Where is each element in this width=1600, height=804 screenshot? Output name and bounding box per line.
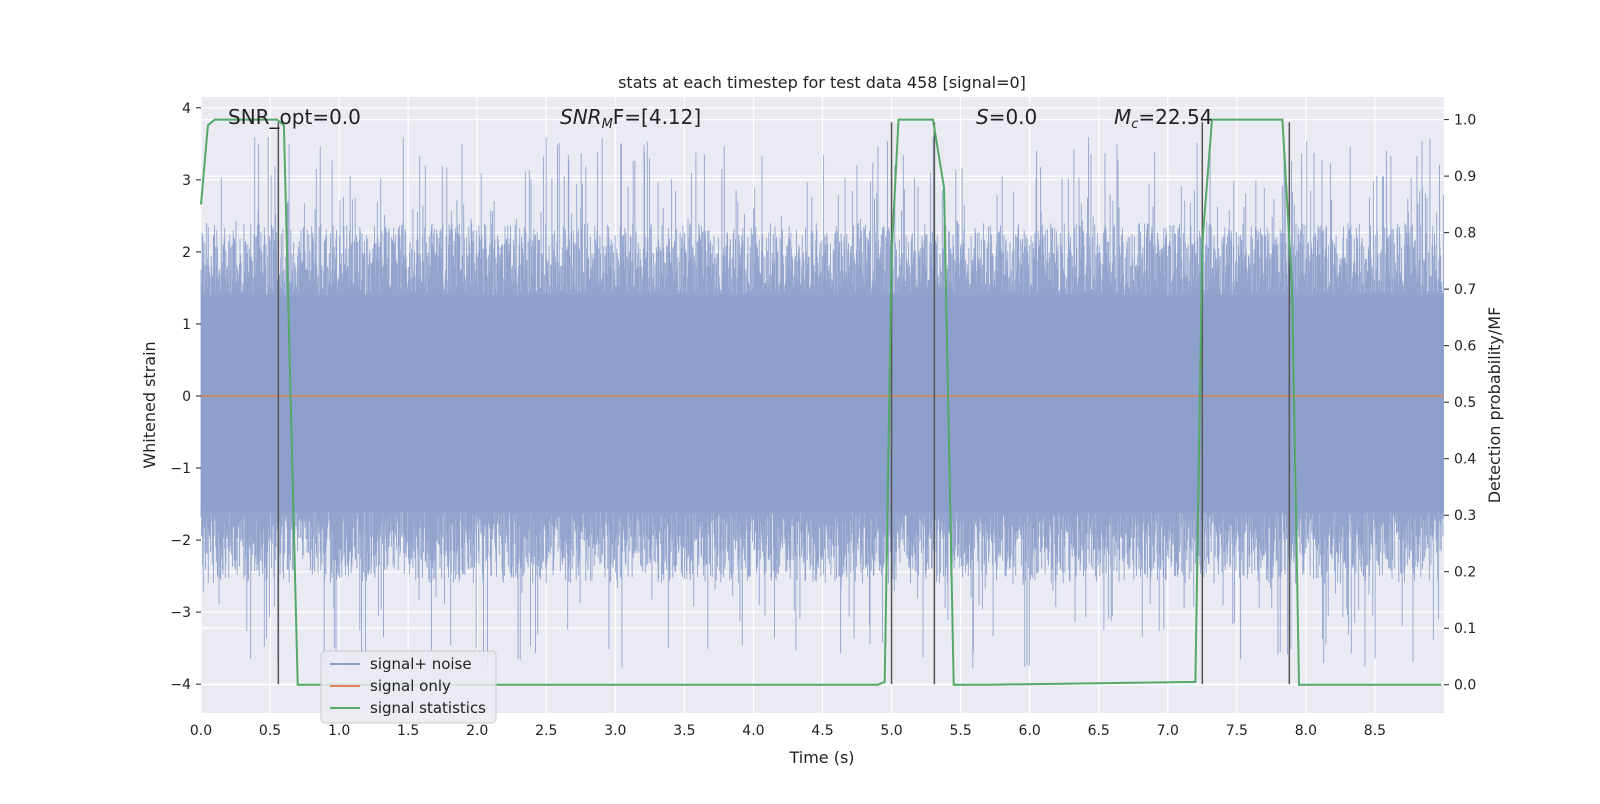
mc-italic: M — [1114, 105, 1131, 129]
mc-rest: =22.54 — [1138, 105, 1212, 129]
x-axis-label: Time (s) — [788, 748, 854, 767]
legend-box — [320, 650, 497, 724]
legend: signal+ noise signal only signal statist… — [320, 650, 497, 724]
y2-tick-label: 0.7 — [1454, 282, 1476, 298]
x-tick-label: 0.0 — [190, 723, 212, 739]
y-axis-ticks: 4 3 2 1 0 −1 −2 −3 −4 — [170, 101, 201, 693]
y-tick-label: 2 — [182, 245, 191, 261]
y2-tick-label: 0.0 — [1454, 678, 1476, 694]
y2-tick-label: 0.5 — [1454, 395, 1476, 411]
s-annotation: S=0.0 — [976, 105, 1037, 129]
x-tick-label: 5.5 — [949, 723, 971, 739]
y2-tick-label: 0.9 — [1454, 169, 1476, 185]
snr-mf-prefix: SNR — [560, 105, 602, 129]
y-tick-label: −1 — [170, 461, 191, 477]
x-axis-ticks: 0.0 0.5 1.0 1.5 2.0 2.5 3.0 3.5 4.0 4.5 5.0 5.5 6.0 6… — [190, 723, 1386, 739]
y-tick-label: 1 — [182, 317, 191, 333]
x-tick-label: 3.0 — [604, 723, 626, 739]
chart-title: stats at each timestep for test data 458… — [618, 73, 1026, 92]
y2-tick-label: 0.4 — [1454, 452, 1476, 468]
x-tick-label: 8.0 — [1295, 723, 1317, 739]
x-tick-label: 4.5 — [811, 723, 833, 739]
x-tick-label: 5.0 — [880, 723, 902, 739]
x-tick-label: 4.0 — [742, 723, 764, 739]
y2-tick-label: 0.8 — [1454, 226, 1476, 242]
noise-core — [201, 295, 1444, 512]
signal-statistics-series — [200, 118, 1442, 686]
y2-tick-label: 0.1 — [1454, 621, 1476, 637]
x-tick-label: 7.0 — [1157, 723, 1179, 739]
y2-axis-ticks: 1.0 0.9 0.8 0.7 0.6 0.5 0.4 0.3 0.2 0.1 0.0 — [1444, 113, 1476, 694]
signal-noise-series — [200, 136, 1444, 668]
y-axis-label: Whitened strain — [140, 341, 159, 468]
s-rest: =0.0 — [989, 105, 1038, 129]
mc-annotation: Mc=22.54 — [1114, 105, 1212, 132]
snr-mf-suffix: F=[4.12] — [613, 105, 701, 129]
y2-tick-label: 0.3 — [1454, 508, 1476, 524]
x-tick-label: 6.5 — [1088, 723, 1110, 739]
y-tick-label: −2 — [170, 533, 191, 549]
x-tick-label: 3.5 — [673, 723, 695, 739]
x-tick-label: 1.5 — [397, 723, 419, 739]
mc-sub: c — [1131, 117, 1138, 132]
x-tick-label: 8.5 — [1364, 723, 1386, 739]
snr-mf-sub: M — [602, 117, 613, 132]
legend-label-stats: signal statistics — [370, 699, 486, 717]
x-tick-label: 2.0 — [466, 723, 488, 739]
y2-tick-label: 1.0 — [1454, 113, 1476, 129]
y-tick-label: 0 — [182, 389, 191, 405]
y2-tick-label: 0.2 — [1454, 565, 1476, 581]
y2-axis-label: Detection probability/MF — [1485, 307, 1504, 504]
y-tick-label: 4 — [182, 101, 191, 117]
s-italic: S — [976, 105, 989, 129]
y-tick-label: −4 — [170, 677, 191, 693]
legend-label-signal: signal only — [370, 677, 451, 695]
y-tick-label: −3 — [170, 605, 191, 621]
vertical-markers — [277, 122, 1291, 685]
legend-label-noise: signal+ noise — [370, 655, 472, 673]
x-tick-label: 7.5 — [1226, 723, 1248, 739]
snr-mf-annotation: SNRMF=[4.12] — [560, 105, 701, 132]
y2-tick-label: 0.6 — [1454, 339, 1476, 355]
x-tick-label: 1.0 — [328, 723, 350, 739]
x-tick-label: 2.5 — [535, 723, 557, 739]
x-tick-label: 0.5 — [259, 723, 281, 739]
snr-opt-annotation: SNR_opt=0.0 — [228, 105, 361, 129]
y-tick-label: 3 — [182, 173, 191, 189]
x-tick-label: 6.0 — [1019, 723, 1041, 739]
